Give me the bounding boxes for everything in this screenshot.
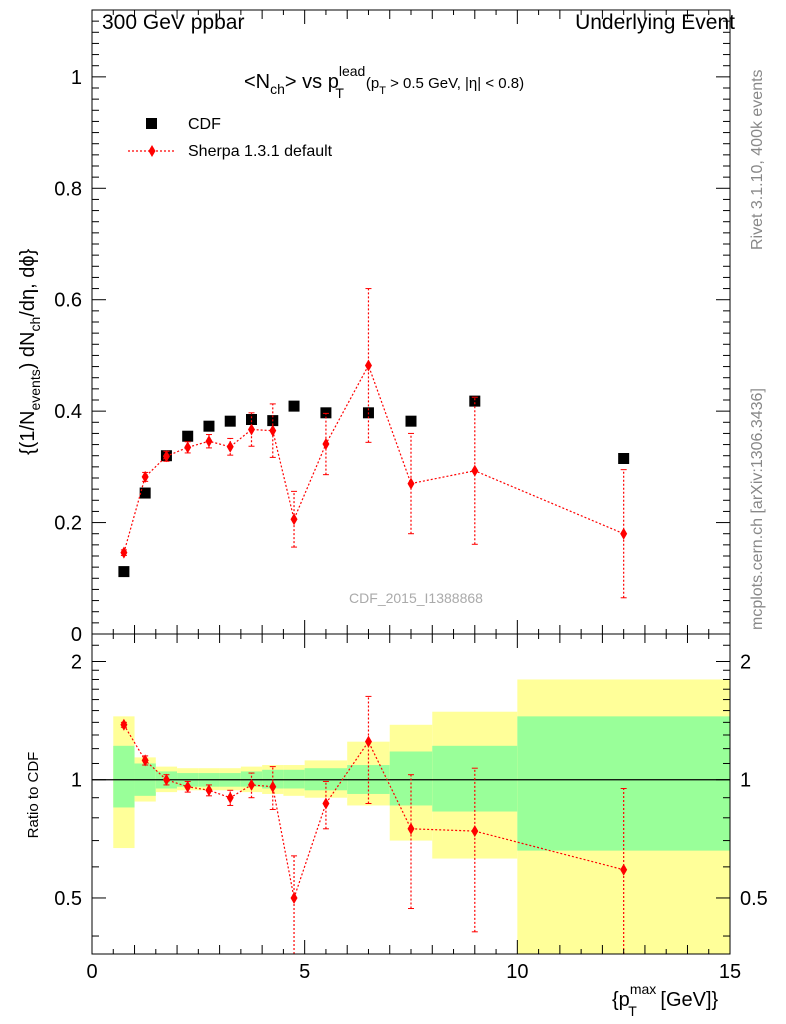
sherpa-point <box>290 513 298 526</box>
main-panel-series <box>118 288 630 599</box>
sherpa-point <box>407 822 415 835</box>
legend-label-cdf: CDF <box>188 116 221 133</box>
sherpa-point <box>205 784 213 797</box>
ratio-y-tick-label-left: 1 <box>71 770 82 792</box>
band-inner <box>113 745 135 808</box>
cdf-point <box>618 453 630 464</box>
watermark: CDF_2015_I1388868 <box>349 590 483 606</box>
sherpa-line <box>123 363 624 553</box>
cdf-point <box>469 395 481 407</box>
sherpa-point <box>162 773 170 786</box>
sherpa-point <box>269 424 277 437</box>
x-tick-label: 5 <box>299 961 310 983</box>
cdf-point <box>405 415 417 427</box>
main-y-tick-label: 0.8 <box>54 178 82 200</box>
sherpa-point <box>248 423 255 436</box>
sherpa-point <box>141 754 149 767</box>
ratio-y-tick-label-right: 1 <box>740 770 751 792</box>
cdf-point <box>139 487 151 499</box>
sherpa-point <box>269 780 277 793</box>
main-y-tick-label: 0.2 <box>54 513 82 535</box>
main-y-axis-label: {(1/Nevents) dNch/dη, dϕ} <box>17 248 43 455</box>
ratio-panel-series <box>120 695 628 955</box>
sherpa-point <box>162 450 170 463</box>
main-y-tick-label: 1 <box>71 67 82 89</box>
main-y-tick-label-zero: 0 <box>71 624 82 646</box>
sherpa-point <box>205 435 213 448</box>
x-tick-label: 15 <box>719 961 741 983</box>
header-right: Underlying Event <box>575 11 735 34</box>
sherpa-point <box>322 797 330 810</box>
sherpa-point <box>184 441 192 454</box>
main-y-tick-label: 0.6 <box>54 290 82 312</box>
sherpa-point <box>364 359 372 372</box>
cdf-point <box>288 400 300 412</box>
cdf-point <box>203 420 215 432</box>
legend-label-sherpa: Sherpa 1.3.1 default <box>188 143 333 160</box>
legend-marker-cdf <box>146 118 157 129</box>
legend-marker-sherpa <box>148 145 156 157</box>
sherpa-point <box>471 825 479 838</box>
sherpa-point <box>226 791 234 804</box>
cdf-point <box>182 430 194 442</box>
sherpa-point <box>620 863 628 876</box>
x-axis-label: {pmax T [GeV]} <box>612 981 719 1019</box>
main-panel-frame <box>91 9 731 635</box>
sherpa-line <box>123 724 624 901</box>
cdf-point <box>320 407 332 419</box>
sherpa-point <box>141 470 149 483</box>
sherpa-point <box>322 438 330 451</box>
ratio-y-axis-label: Ratio to CDF <box>25 752 42 839</box>
sherpa-point <box>290 891 298 904</box>
ratio-y-tick-label-left: 2 <box>71 652 82 674</box>
cdf-point <box>246 414 257 425</box>
x-tick-label: 0 <box>86 961 97 983</box>
mcplots-label: mcplots.cern.ch [arXiv:1306.3436] <box>749 388 766 630</box>
sherpa-point <box>120 546 128 559</box>
main-y-tick-label: 0.4 <box>54 401 82 423</box>
sherpa-point <box>184 780 192 793</box>
ratio-uncertainty-bands <box>92 679 730 954</box>
rivet-label: Rivet 3.1.10, 400k events <box>749 69 766 250</box>
sherpa-point <box>407 477 415 490</box>
header-left: 300 GeV ppbar <box>102 11 244 34</box>
band-inner <box>517 716 730 851</box>
plot-title: <Nch> vs plead T(pT > 0.5 GeV, |η| < 0.8) <box>244 63 524 101</box>
cdf-point <box>224 415 236 427</box>
x-tick-label: 10 <box>506 961 528 983</box>
cdf-point <box>118 566 130 578</box>
ratio-y-tick-label-left: 0.5 <box>54 888 82 910</box>
sherpa-point <box>364 735 372 748</box>
sherpa-point <box>620 527 628 540</box>
sherpa-point <box>471 464 479 477</box>
ratio-y-tick-label-right: 0.5 <box>740 888 768 910</box>
sherpa-point <box>226 440 234 453</box>
sherpa-point <box>248 778 255 791</box>
sherpa-point <box>120 718 128 731</box>
ratio-y-tick-label-right: 2 <box>740 652 751 674</box>
